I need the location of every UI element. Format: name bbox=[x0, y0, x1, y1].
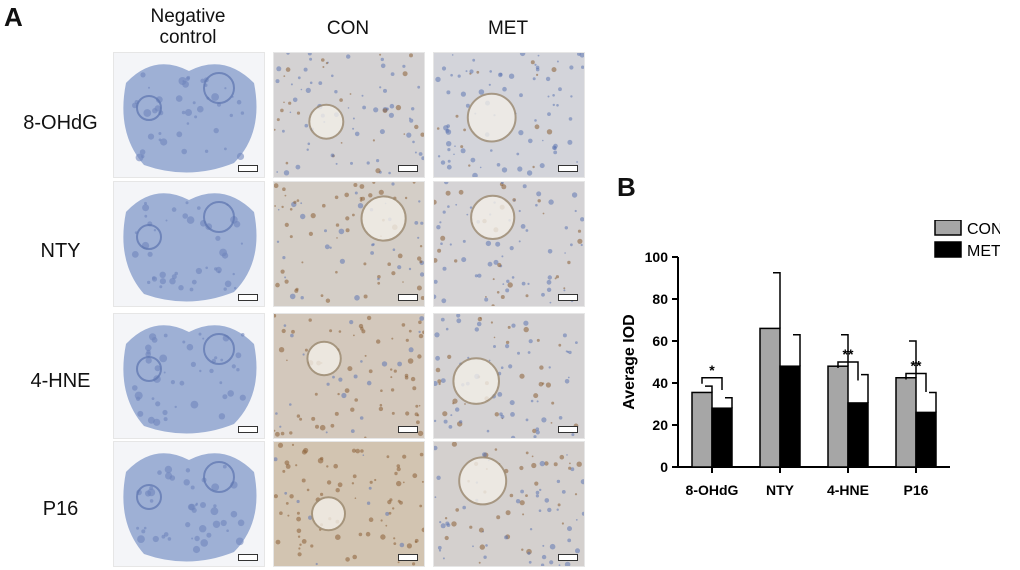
panel-a-letter: A bbox=[4, 2, 23, 32]
scale-bar bbox=[558, 294, 578, 301]
bar-con bbox=[691, 391, 713, 468]
significance-marker: * bbox=[709, 362, 715, 378]
scale-bar bbox=[398, 294, 418, 301]
error-bar-con bbox=[773, 272, 781, 329]
micrograph-p16-met bbox=[433, 441, 585, 567]
scale-bar bbox=[558, 426, 578, 433]
micrograph-8-ohdg-con bbox=[273, 52, 425, 178]
x-tick-label: 4-HNE bbox=[827, 482, 869, 498]
micrograph-p16-negative-control bbox=[113, 441, 265, 567]
y-tick-label: 80 bbox=[652, 291, 668, 307]
y-tick-label: 60 bbox=[652, 333, 668, 349]
panel-b-letter: B bbox=[617, 172, 636, 202]
column-header-con: CON bbox=[326, 18, 370, 39]
micrograph-nty-con bbox=[273, 181, 425, 307]
x-tick-label: 8-OHdG bbox=[686, 482, 739, 498]
legend-label-con: CON bbox=[967, 221, 1000, 238]
y-tick-label: 100 bbox=[645, 249, 669, 265]
y-axis-label: Average IOD bbox=[621, 314, 638, 409]
scale-bar bbox=[238, 554, 258, 561]
bar-met bbox=[915, 411, 937, 468]
scale-bar bbox=[398, 426, 418, 433]
bar-con bbox=[759, 327, 781, 468]
error-bar-met bbox=[725, 396, 733, 409]
error-bar-met bbox=[861, 373, 869, 403]
row-label-p16: P16 bbox=[42, 498, 79, 520]
y-tick-label: 20 bbox=[652, 417, 668, 433]
legend-swatch-met bbox=[934, 241, 962, 258]
micrograph-nty-met bbox=[433, 181, 585, 307]
bar-met bbox=[779, 365, 801, 468]
micrograph-8-ohdg-met bbox=[433, 52, 585, 178]
scale-bar bbox=[398, 554, 418, 561]
bar-chart: 0 20 40 60 80 100 Average IOD 8-OHdG * NTY 4-HNE **… bbox=[621, 220, 1000, 498]
x-tick-label: NTY bbox=[766, 482, 795, 498]
legend-swatch-con bbox=[934, 220, 962, 236]
significance-bracket bbox=[837, 361, 859, 381]
bar-con bbox=[895, 377, 917, 468]
scale-bar bbox=[558, 554, 578, 561]
significance-bracket bbox=[905, 372, 927, 393]
error-bar-met bbox=[929, 391, 937, 413]
scale-bar bbox=[558, 165, 578, 172]
micrograph-4-hne-con bbox=[273, 313, 425, 439]
column-header-negative-control: Negative control bbox=[150, 6, 226, 48]
micrograph-8-ohdg-negative-control bbox=[113, 52, 265, 178]
significance-marker: ** bbox=[911, 358, 922, 374]
row-label-4-hne: 4-HNE bbox=[30, 370, 91, 392]
error-bar-con bbox=[841, 333, 849, 367]
bar-met bbox=[711, 407, 733, 468]
error-bar-con bbox=[705, 385, 713, 393]
x-tick-label: P16 bbox=[904, 482, 929, 498]
scale-bar bbox=[398, 165, 418, 172]
column-header-met: MET bbox=[487, 18, 529, 39]
significance-bracket bbox=[701, 377, 723, 390]
error-bar-met bbox=[793, 333, 801, 367]
y-tick-label: 0 bbox=[660, 459, 668, 475]
scale-bar bbox=[238, 165, 258, 172]
micrograph-p16-con bbox=[273, 441, 425, 567]
row-label-8-ohdg: 8-OHdG bbox=[23, 112, 98, 134]
scale-bar bbox=[238, 294, 258, 301]
micrograph-4-hne-met bbox=[433, 313, 585, 439]
scale-bar bbox=[238, 426, 258, 433]
row-label-nty: NTY bbox=[40, 240, 81, 262]
bar-con bbox=[827, 365, 849, 468]
significance-marker: ** bbox=[843, 346, 854, 362]
legend-label-met: MET bbox=[967, 243, 1000, 260]
bar-met bbox=[847, 402, 869, 468]
micrograph-4-hne-negative-control bbox=[113, 313, 265, 439]
micrograph-nty-negative-control bbox=[113, 181, 265, 307]
error-bar-con bbox=[909, 340, 917, 378]
y-tick-label: 40 bbox=[652, 375, 668, 391]
